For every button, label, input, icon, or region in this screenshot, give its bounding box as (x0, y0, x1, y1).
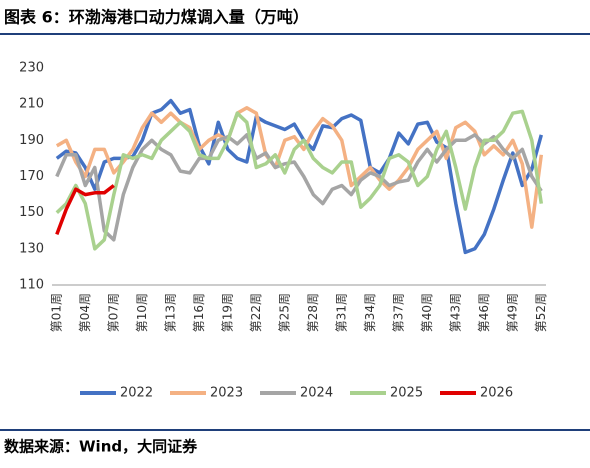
y-tick-label: 190 (19, 133, 44, 148)
x-tick-label: 第31周 (334, 293, 348, 332)
x-tick-label: 第10周 (135, 293, 149, 332)
y-tick-label: 230 (19, 61, 44, 76)
legend-label: 2023 (210, 386, 243, 401)
x-tick-label: 第37周 (391, 293, 405, 332)
legend-label: 2022 (120, 386, 153, 401)
x-tick-label: 第49周 (505, 293, 519, 332)
legend-label: 2025 (390, 386, 423, 401)
x-tick-label: 第43周 (448, 293, 462, 332)
x-tick-label: 第01周 (49, 293, 63, 332)
y-tick-label: 130 (19, 241, 44, 256)
line-series (55, 98, 543, 255)
x-tick-label: 第46周 (477, 293, 491, 332)
legend-label: 2026 (480, 386, 513, 401)
y-tick-label: 150 (19, 205, 44, 220)
x-tick-label: 第25周 (277, 293, 291, 332)
x-tick-label: 第34周 (363, 293, 377, 332)
y-tick-label: 110 (19, 278, 44, 293)
line-series (55, 109, 544, 251)
x-tick-label: 第52周 (534, 293, 548, 332)
legend-label: 2024 (300, 386, 333, 401)
x-tick-label: 第22周 (249, 293, 263, 332)
y-tick-label: 170 (19, 169, 44, 184)
x-tick-label: 第16周 (192, 293, 206, 332)
x-tick-label: 第40周 (420, 293, 434, 332)
x-tick-label: 第19周 (220, 293, 234, 332)
x-tick-label: 第13周 (163, 293, 177, 332)
line-series (55, 184, 115, 236)
x-tick-label: 第04周 (78, 293, 92, 332)
source: 数据来源：Wind，大同证券 (4, 438, 198, 456)
x-tick-label: 第07周 (106, 293, 120, 332)
x-tick-label: 第28周 (306, 293, 320, 332)
y-tick-label: 210 (19, 97, 44, 112)
chart-title: 图表 6：环渤海港口动力煤调入量（万吨） (4, 8, 309, 27)
